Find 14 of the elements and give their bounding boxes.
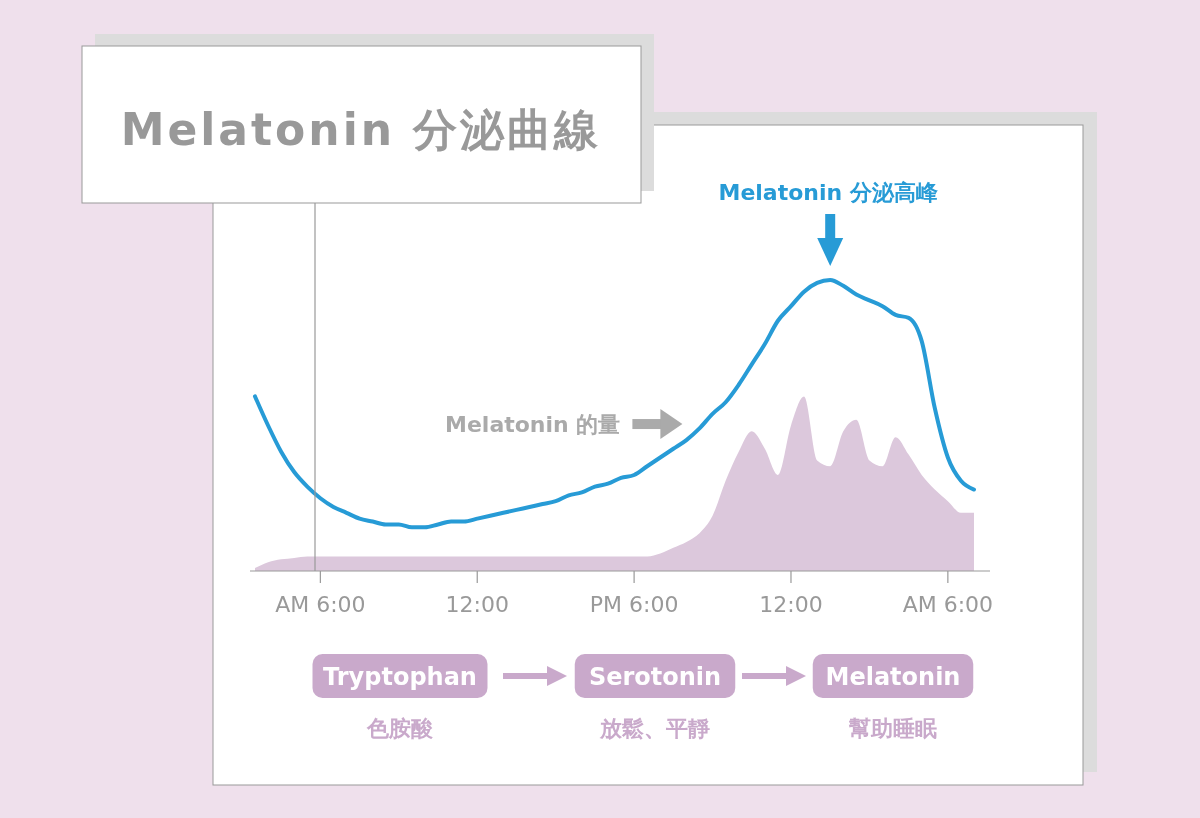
- x-tick-label: AM 6:00: [275, 592, 366, 617]
- text: Melatonin 分泌高峰: [718, 180, 939, 205]
- text: 色胺酸: [366, 716, 434, 741]
- x-tick-label: PM 6:00: [589, 592, 679, 617]
- text: Tryptophan: [323, 663, 477, 691]
- text: Serotonin: [588, 663, 722, 691]
- text: 幫助睡眠: [848, 716, 937, 741]
- chart-title: Melatonin 分泌曲線: [120, 104, 602, 155]
- x-tick-label: 12:00: [759, 592, 823, 617]
- text: Melatonin: [825, 663, 961, 691]
- text: 放鬆、平靜: [599, 716, 710, 741]
- annotation: Melatonin 的量: [445, 412, 621, 438]
- x-tick-label: 12:00: [445, 592, 509, 617]
- x-tick-label: AM 6:00: [902, 592, 994, 617]
